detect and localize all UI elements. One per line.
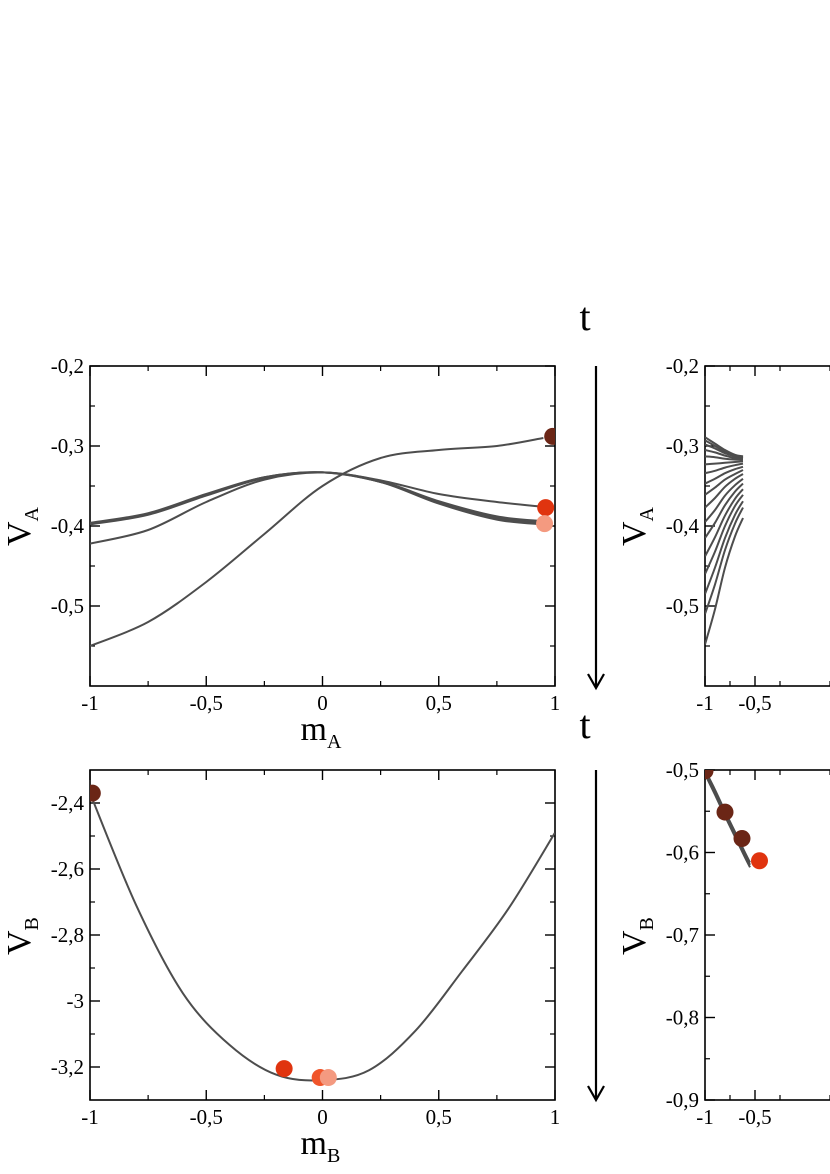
series-line-14	[705, 494, 744, 575]
x-tick-label: -1	[696, 1105, 714, 1129]
y-tick-label: -0,3	[51, 434, 84, 458]
time-arrow: t	[579, 702, 605, 1103]
series-line-4	[90, 471, 544, 525]
series-group	[705, 436, 744, 645]
x-axis-label: mA	[301, 711, 342, 753]
series-line-1	[705, 770, 751, 863]
y-tick-label: -0,4	[51, 514, 85, 538]
series-line-2	[705, 771, 751, 866]
data-point-marker	[275, 1060, 293, 1078]
series-line-3	[705, 443, 744, 459]
data-point-marker	[716, 803, 734, 821]
series-line-13	[705, 488, 744, 557]
x-tick-label: -0,5	[190, 1105, 223, 1129]
y-tick-label: -0,2	[51, 354, 84, 378]
series-line-17	[705, 517, 744, 645]
chart-panel-top-left: -0,2 -0,3 -0,4 -0,5 -1 -0,5 0 0,5 1 VA mA	[1, 354, 561, 753]
series-line-8	[705, 465, 744, 485]
series-group	[705, 770, 768, 870]
data-point-marker	[751, 852, 768, 870]
y-axis-label: VB	[616, 917, 658, 955]
series-line-4	[705, 449, 744, 460]
series-line-7	[705, 462, 744, 475]
time-arrow: t	[579, 294, 605, 691]
x-tick-label: 0	[317, 1105, 328, 1129]
series-line-12	[705, 482, 744, 539]
x-tick-label: 0,5	[426, 691, 452, 715]
series-group	[90, 427, 555, 647]
y-tick-label: -0,5	[51, 594, 84, 618]
chart-panel-bottom-left: -2,4 -2,6 -2,8 -3 -3,2 -1 -0,5 0 0,5 1 VB mB	[1, 769, 561, 1167]
x-tick-label: -1	[81, 1105, 99, 1129]
y-tick-label: -0,4	[666, 514, 700, 538]
series-line-3	[705, 773, 751, 868]
x-axis-label: mB	[301, 1125, 341, 1167]
x-tick-label: -1	[696, 691, 714, 715]
series-group	[90, 784, 555, 1087]
data-point-marker	[537, 499, 555, 517]
y-tick-label: -3	[67, 989, 85, 1013]
data-point-marker	[705, 770, 714, 780]
y-tick-label: -0,8	[666, 1006, 699, 1030]
x-tick-label: -1	[81, 691, 99, 715]
time-arrow-head	[587, 1085, 605, 1103]
y-tick-label: -2,6	[51, 857, 84, 881]
series-line-5	[705, 455, 744, 461]
y-tick-label: -0,2	[666, 354, 699, 378]
x-tick-label: -0,5	[190, 691, 223, 715]
data-point-marker	[544, 427, 555, 445]
x-tick-label: 1	[550, 691, 561, 715]
y-tick-label: -0,6	[666, 841, 699, 865]
series-line-2	[90, 471, 544, 545]
time-arrow-label: t	[579, 702, 590, 747]
y-tick-label: -2,8	[51, 923, 84, 947]
y-axis-label: VA	[1, 506, 43, 546]
series-line-1	[90, 792, 555, 1082]
plot-frame	[89, 769, 556, 1101]
x-tick-label: -0,5	[738, 691, 771, 715]
x-tick-label: 0,5	[426, 1105, 452, 1129]
y-axis-label: VB	[1, 917, 43, 955]
series-line-15	[705, 500, 744, 595]
y-axis-label: VA	[616, 506, 658, 546]
y-tick-label: -0,9	[666, 1088, 699, 1112]
y-tick-label: -0,7	[666, 923, 699, 947]
series-line-5	[90, 471, 544, 524]
chart-panel-bottom-right: -0,5 -0,6 -0,7 -0,8 -0,9-1 -0,5 VB	[616, 758, 830, 1129]
series-line-1	[90, 437, 544, 647]
series-line-3	[90, 471, 544, 526]
x-tick-label: 0	[317, 691, 328, 715]
time-arrow-head	[587, 673, 605, 691]
series-line-16	[705, 507, 744, 615]
data-point-marker	[733, 829, 751, 847]
x-tick-label: 1	[550, 1105, 561, 1129]
series-line-9	[705, 469, 744, 496]
y-tick-label: -0,5	[666, 758, 699, 782]
series-line-6	[705, 460, 744, 466]
y-tick-label: -0,3	[666, 434, 699, 458]
time-arrow-label: t	[579, 294, 590, 339]
data-point-marker	[319, 1069, 337, 1087]
plot-frame	[704, 365, 830, 687]
chart-panel-top-right: -0,2 -0,3 -0,4 -0,5 -1 -0,5 VA	[616, 354, 830, 715]
y-tick-label: -2,4	[51, 791, 85, 815]
x-tick-label: -0,5	[738, 1105, 771, 1129]
y-tick-label: -3,2	[51, 1055, 84, 1079]
series-line-11	[705, 478, 744, 523]
data-point-marker	[90, 784, 101, 802]
y-tick-label: -0,5	[666, 594, 699, 618]
data-point-marker	[536, 515, 554, 533]
series-line-10	[705, 473, 744, 509]
